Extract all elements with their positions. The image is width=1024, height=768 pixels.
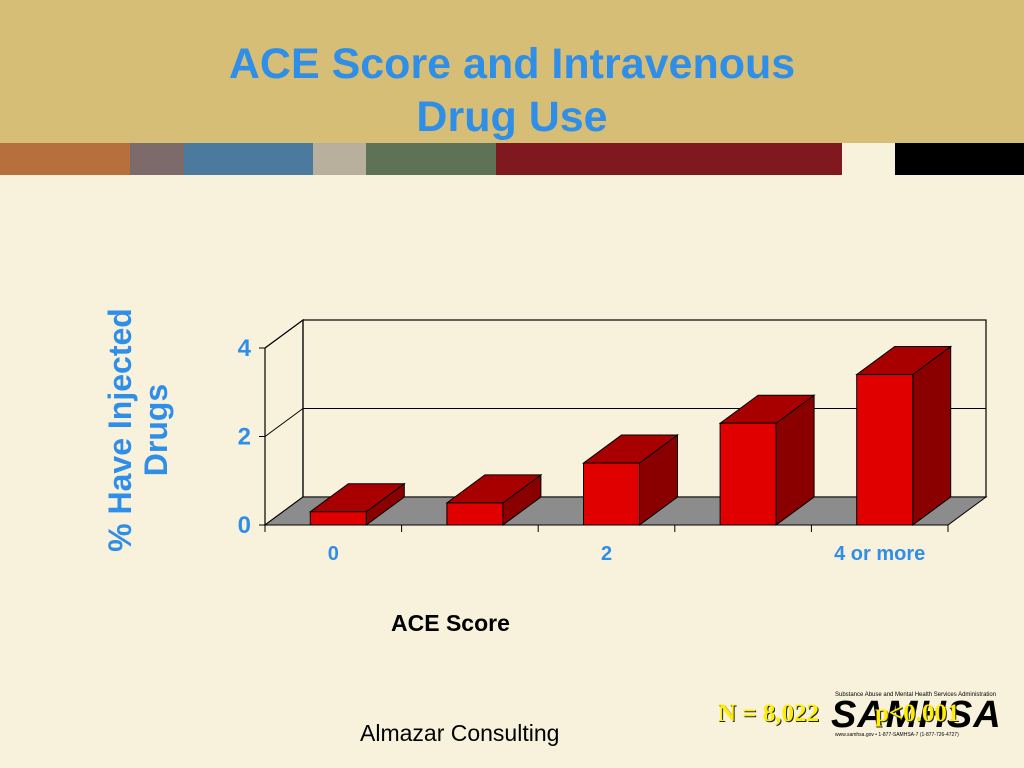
gridline-side bbox=[264, 408, 304, 437]
bar bbox=[719, 422, 777, 526]
y-axis-label-line-2: Drugs bbox=[138, 383, 174, 477]
color-stripe bbox=[842, 143, 895, 175]
logo-subtitle: Substance Abuse and Mental Health Servic… bbox=[835, 692, 997, 698]
p-value-label: p<0.001 bbox=[875, 700, 960, 727]
footer-text: Almazar Consulting bbox=[360, 720, 560, 746]
bar-side bbox=[912, 345, 952, 526]
bar bbox=[583, 462, 640, 526]
gridline-side bbox=[264, 319, 304, 349]
y-tick-label: 4 bbox=[238, 335, 252, 362]
x-tick-label: 2 bbox=[601, 543, 612, 565]
slide-title: ACE Score and Intravenous Drug Use bbox=[0, 38, 1024, 144]
color-stripe bbox=[366, 143, 496, 175]
color-stripe-band bbox=[0, 143, 1024, 175]
x-axis-label: ACE Score bbox=[391, 610, 510, 636]
color-stripe bbox=[130, 143, 184, 175]
y-axis-label-line-1: % Have Injected bbox=[102, 308, 138, 552]
slide-header bbox=[0, 0, 1024, 143]
x-tick-label: 0 bbox=[328, 543, 339, 565]
sample-size-label: N = 8,022 bbox=[718, 700, 820, 727]
bar bbox=[309, 511, 367, 526]
samhsa-logo: Substance Abuse and Mental Health Servic… bbox=[805, 692, 1001, 740]
y-tick-label: 2 bbox=[238, 424, 251, 451]
title-line-1: ACE Score and Intravenous bbox=[228, 40, 796, 88]
x-tick-label: 4 or more bbox=[834, 543, 925, 565]
bar bbox=[446, 502, 504, 526]
title-line-2: Drug Use bbox=[416, 93, 608, 141]
y-tick-label: 0 bbox=[238, 512, 251, 539]
bar bbox=[856, 374, 914, 526]
color-stripe bbox=[0, 143, 130, 175]
color-stripe bbox=[313, 143, 366, 175]
color-stripe bbox=[184, 143, 313, 175]
color-stripe bbox=[496, 143, 842, 175]
logo-contact: www.samhsa.gov • 1-877-SAMHSA-7 (1-877-7… bbox=[835, 732, 959, 738]
color-stripe bbox=[895, 143, 1024, 175]
logo-wordmark: SAMHSA bbox=[831, 694, 1002, 736]
